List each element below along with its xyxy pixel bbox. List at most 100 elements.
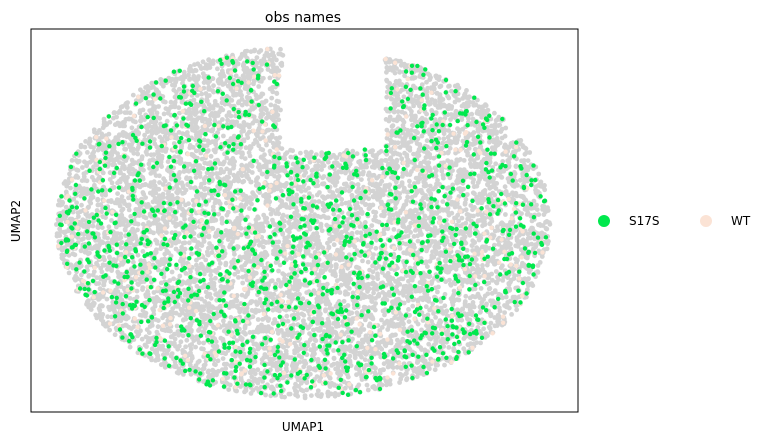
background-point [464, 247, 470, 253]
background-point [95, 196, 101, 202]
background-point [486, 286, 492, 292]
background-point [242, 323, 248, 329]
background-point [515, 257, 520, 263]
background-point [203, 257, 209, 263]
background-point [203, 175, 208, 180]
background-point [146, 220, 152, 225]
background-point [503, 212, 508, 217]
background-point [373, 245, 379, 251]
background-point [249, 196, 255, 202]
background-point [365, 387, 371, 393]
background-point [424, 111, 429, 117]
background-point [193, 344, 199, 350]
background-point [126, 195, 131, 201]
background-point [486, 245, 492, 251]
background-point [275, 327, 280, 333]
background-point [315, 357, 321, 362]
background-point [331, 348, 336, 353]
background-point [401, 321, 406, 327]
background-point [349, 193, 355, 198]
background-point [408, 220, 414, 226]
background-point [360, 258, 365, 264]
background-point [162, 178, 168, 184]
background-point [313, 338, 319, 344]
background-point [445, 158, 451, 164]
background-point [169, 269, 175, 275]
background-point [83, 139, 88, 144]
background-point [153, 237, 159, 243]
background-point [354, 151, 360, 157]
background-point [370, 255, 375, 261]
background-point [100, 170, 106, 176]
background-point [158, 280, 164, 286]
background-point [183, 344, 189, 350]
background-point [187, 323, 193, 329]
background-point [209, 195, 215, 201]
background-point [213, 275, 218, 281]
background-point [165, 159, 171, 165]
background-point [432, 367, 438, 373]
background-point [492, 110, 497, 116]
background-point [366, 170, 372, 176]
background-point [448, 282, 454, 288]
background-point [208, 153, 214, 159]
background-point [59, 252, 65, 258]
background-point [236, 275, 241, 280]
background-point [229, 370, 234, 376]
background-point [129, 326, 134, 331]
background-point [100, 214, 106, 220]
background-point [397, 78, 402, 84]
background-point [105, 266, 110, 272]
background-point [465, 342, 471, 348]
background-point [111, 257, 117, 262]
background-point [475, 325, 481, 330]
background-point [464, 100, 470, 106]
background-point [477, 310, 483, 315]
background-point [226, 387, 232, 392]
background-point [242, 262, 248, 268]
plot-area [30, 28, 579, 413]
background-point [127, 344, 133, 350]
background-point [196, 358, 202, 364]
background-point [390, 123, 396, 128]
background-point [470, 300, 476, 305]
background-point [420, 318, 426, 323]
background-point [404, 376, 410, 381]
background-point [202, 160, 208, 166]
background-point [157, 173, 162, 179]
background-point [414, 360, 420, 365]
background-point [467, 307, 473, 313]
background-point [189, 251, 194, 257]
background-point [345, 374, 351, 380]
background-point [470, 265, 475, 271]
background-point [201, 238, 207, 244]
background-point [171, 276, 177, 282]
background-point [215, 66, 220, 72]
background-point [140, 221, 146, 227]
background-point [359, 209, 365, 215]
background-point [426, 189, 432, 194]
background-point [546, 238, 551, 244]
background-point [174, 370, 180, 375]
background-point [489, 184, 495, 190]
background-point [401, 94, 407, 100]
background-point [406, 319, 412, 324]
background-point [359, 177, 364, 183]
background-point [323, 301, 329, 307]
background-point [106, 224, 112, 230]
background-point [221, 133, 226, 139]
background-point [187, 77, 192, 82]
background-point [301, 312, 307, 318]
background-point [418, 285, 424, 291]
background-point [118, 245, 124, 251]
background-point [359, 309, 365, 314]
background-point [384, 69, 389, 75]
background-point [79, 202, 84, 208]
background-point [432, 117, 438, 123]
background-point [467, 295, 473, 301]
chart-title: obs names [265, 10, 341, 26]
background-point [101, 116, 107, 122]
background-point [155, 149, 161, 154]
background-point [446, 128, 452, 133]
background-point [427, 72, 432, 78]
